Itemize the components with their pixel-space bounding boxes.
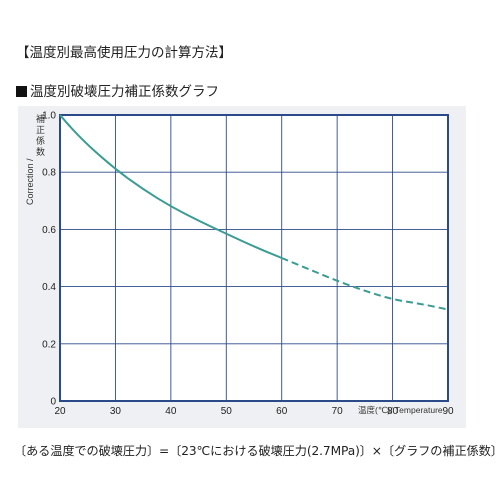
y-tick-label: 0	[50, 397, 56, 408]
y-tick-label: 0.8	[42, 168, 56, 179]
x-axis-label: 温度(℃)/ Temperature	[358, 405, 443, 415]
chart-subheading-text: 温度別破壊圧力補正係数グラフ	[30, 84, 219, 100]
x-tick-label: 50	[221, 406, 233, 417]
x-tick-label: 30	[110, 406, 122, 417]
series-line-solid	[59, 114, 283, 259]
x-tick-label: 40	[165, 406, 177, 417]
y-tick-label: 0.6	[42, 225, 56, 236]
x-tick-label: 90	[442, 406, 454, 417]
x-tick-label: 70	[332, 406, 344, 417]
tick-layer: 20 30 40 50 60 70 80 90 0 0.2 0.4 0.6 0.8 1.0	[42, 111, 454, 418]
grid-layer	[59, 114, 449, 402]
y-axis-label-char: 数	[36, 146, 45, 157]
x-tick-label: 60	[276, 406, 288, 417]
y-tick-label: 0.4	[42, 282, 56, 293]
x-tick-label: 20	[54, 406, 66, 417]
y-axis-label: 補正係数 Correction /	[25, 113, 45, 205]
series-line-dashed	[281, 257, 449, 311]
y-tick-label: 0.2	[42, 339, 56, 350]
plot-background	[60, 115, 448, 401]
y-axis-label-jp: 補正係数	[36, 113, 45, 157]
y-axis-label-en: Correction /	[25, 158, 35, 205]
square-bullet-icon	[16, 86, 27, 97]
plot-frame	[59, 114, 449, 402]
y-tick-label: 1.0	[42, 111, 56, 122]
series-layer	[59, 114, 449, 311]
page-heading: 【温度別最高使用圧力の計算方法】	[16, 45, 232, 61]
y-axis-label-char: 補	[36, 113, 45, 124]
y-axis-label-char: 係	[36, 136, 45, 146]
chart-subheading: 温度別破壊圧力補正係数グラフ	[16, 80, 219, 100]
x-tick-label: 80	[387, 406, 399, 417]
formula-footer: 〔ある温度での破壊圧力〕=〔23℃における破壊圧力(2.7MPa)〕×〔グラフの…	[14, 444, 500, 458]
y-axis-label-char: 正	[36, 125, 45, 135]
